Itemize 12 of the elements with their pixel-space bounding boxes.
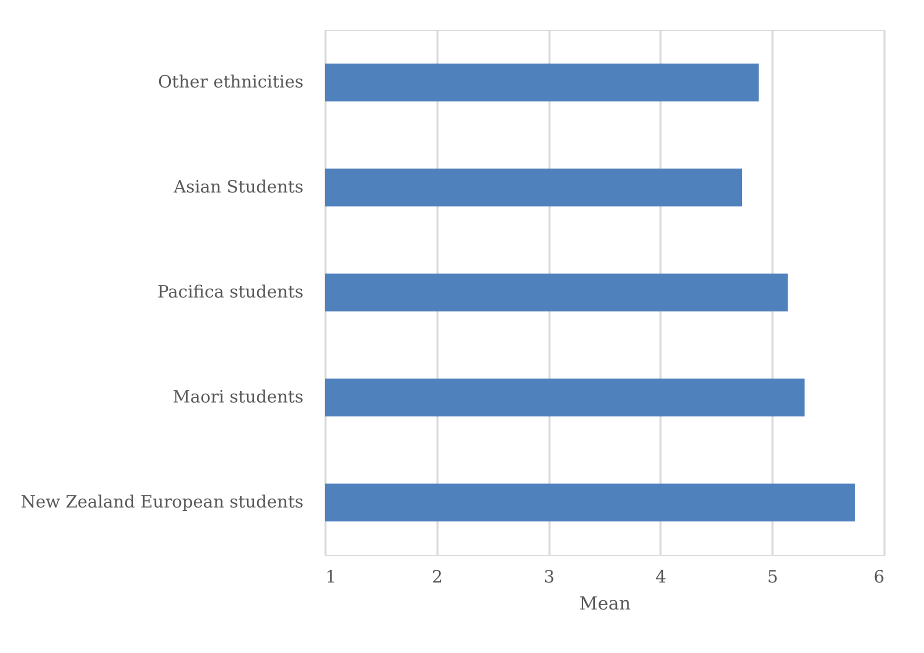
y-tick-label: Pacifica students (157, 282, 304, 302)
x-tick-label: 1 (326, 568, 336, 588)
x-tick-label: 3 (544, 568, 555, 588)
x-tick-label: 4 (655, 568, 666, 588)
y-tick-label: Asian Students (172, 178, 304, 198)
x-tick-label: 2 (432, 568, 443, 588)
x-axis-title: Mean (579, 594, 632, 614)
y-tick-label: Other ethnicities (158, 72, 304, 92)
x-tick-label: 5 (767, 568, 778, 588)
y-tick-label: Maori students (172, 388, 304, 408)
y-tick-label: New Zealand European students (20, 492, 304, 512)
x-tick-label: 6 (874, 568, 884, 588)
